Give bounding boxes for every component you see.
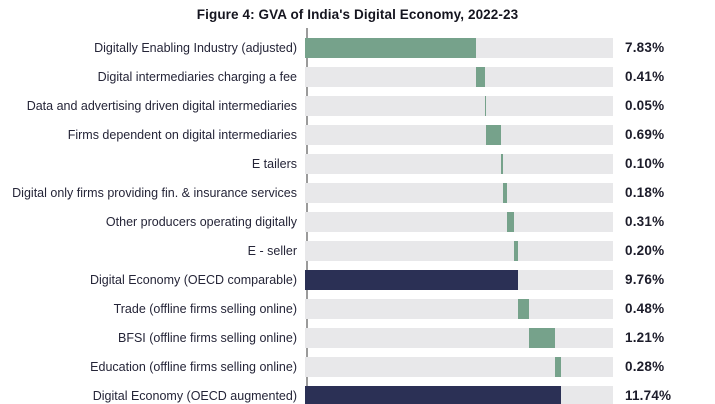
bar-track xyxy=(305,298,613,319)
bar-track xyxy=(305,211,613,232)
chart-row: Trade (offline firms selling online) 0.4… xyxy=(0,294,715,323)
row-label: Digitally Enabling Industry (adjusted) xyxy=(94,40,297,55)
chart-row: E - seller 0.20% xyxy=(0,236,715,265)
bar-track xyxy=(305,124,613,145)
bar-segment xyxy=(305,385,562,404)
row-label: Digital Economy (OECD comparable) xyxy=(89,272,297,287)
bar-track xyxy=(305,385,613,404)
row-label: Digital Economy (OECD augmented) xyxy=(92,388,297,403)
bar-track xyxy=(305,269,613,290)
chart-row: Digital Economy (OECD augmented) 11.74% xyxy=(0,381,715,404)
row-label: Trade (offline firms selling online) xyxy=(113,301,297,316)
chart-row: Firms dependent on digital intermediarie… xyxy=(0,120,715,149)
bar-track xyxy=(305,356,613,377)
bar-segment xyxy=(476,66,485,87)
bar-segment xyxy=(503,182,508,203)
chart-row: BFSI (offline firms selling online) 1.21… xyxy=(0,323,715,352)
bar-segment xyxy=(501,153,504,174)
row-label: E - seller xyxy=(247,243,297,258)
chart-row: Education (offline firms selling online)… xyxy=(0,352,715,381)
row-value: 0.20% xyxy=(625,243,665,258)
row-value: 0.10% xyxy=(625,156,665,171)
chart-row: Other producers operating digitally 0.31… xyxy=(0,207,715,236)
bar-segment xyxy=(555,356,562,377)
bar-track xyxy=(305,95,613,116)
row-label: Other producers operating digitally xyxy=(105,214,297,229)
row-value: 0.69% xyxy=(625,127,665,142)
row-label: E tailers xyxy=(251,156,297,171)
bar-segment xyxy=(514,240,519,261)
bar-segment xyxy=(484,95,487,116)
chart-row: Digital Economy (OECD comparable) 9.76% xyxy=(0,265,715,294)
bar-track xyxy=(305,182,613,203)
row-value: 0.28% xyxy=(625,359,665,374)
bar-segment xyxy=(305,37,477,58)
row-label: BFSI (offline firms selling online) xyxy=(117,330,297,345)
row-value: 0.05% xyxy=(625,98,665,113)
bar-track xyxy=(305,37,613,58)
row-value: 0.41% xyxy=(625,69,665,84)
chart-row: Digital intermediaries charging a fee 0.… xyxy=(0,62,715,91)
bar-segment xyxy=(518,298,529,319)
chart-row: Data and advertising driven digital inte… xyxy=(0,91,715,120)
bar-track xyxy=(305,66,613,87)
chart-title: Figure 4: GVA of India's Digital Economy… xyxy=(196,7,519,22)
chart-row: E tailers 0.10% xyxy=(0,149,715,178)
row-label: Data and advertising driven digital inte… xyxy=(26,98,297,113)
bar-segment xyxy=(528,327,556,348)
row-label: Firms dependent on digital intermediarie… xyxy=(67,127,297,142)
row-label: Digital intermediaries charging a fee xyxy=(97,69,297,84)
bar-segment xyxy=(305,269,519,290)
row-label: Education (offline firms selling online) xyxy=(90,359,297,374)
bar-segment xyxy=(486,124,502,145)
bar-segment xyxy=(507,211,515,232)
chart-row: Digitally Enabling Industry (adjusted) 7… xyxy=(0,33,715,62)
bar-track xyxy=(305,153,613,174)
bar-track xyxy=(305,240,613,261)
bar-track xyxy=(305,327,613,348)
row-value: 0.31% xyxy=(625,214,665,229)
row-value: 11.74% xyxy=(625,388,672,403)
row-value: 1.21% xyxy=(625,330,665,345)
row-label: Digital only firms providing fin. & insu… xyxy=(12,185,297,200)
row-value: 9.76% xyxy=(625,272,665,287)
row-value: 0.48% xyxy=(625,301,665,316)
row-value: 7.83% xyxy=(625,40,665,55)
waterfall-chart: Digitally Enabling Industry (adjusted) 7… xyxy=(0,33,715,404)
chart-row: Digital only firms providing fin. & insu… xyxy=(0,178,715,207)
row-value: 0.18% xyxy=(625,185,665,200)
